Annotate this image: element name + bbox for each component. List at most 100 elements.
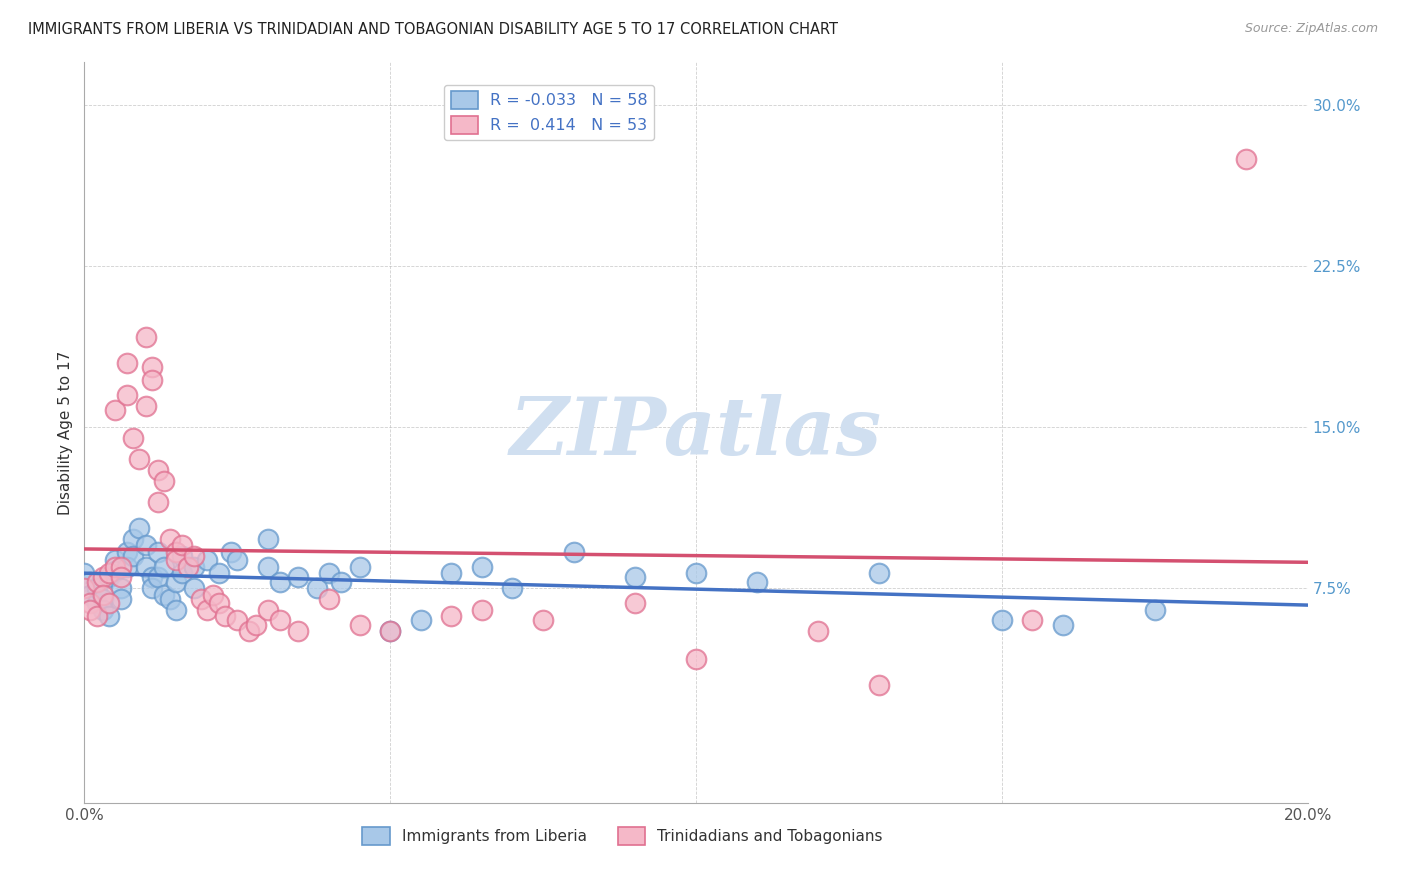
Point	[146, 545, 169, 559]
Point	[91, 570, 114, 584]
Point	[380, 624, 402, 639]
Point	[73, 566, 96, 581]
Point	[287, 624, 309, 639]
Point	[1052, 617, 1074, 632]
Point	[135, 538, 157, 552]
Point	[115, 356, 138, 370]
Point	[318, 591, 340, 606]
Point	[257, 532, 280, 546]
Point	[624, 570, 647, 584]
Point	[172, 549, 194, 563]
Point	[226, 614, 249, 628]
Point	[86, 574, 108, 589]
Point	[991, 614, 1014, 628]
Point	[104, 403, 127, 417]
Point	[165, 602, 187, 616]
Point	[214, 609, 236, 624]
Point	[747, 574, 769, 589]
Point	[97, 596, 120, 610]
Point	[1021, 614, 1043, 628]
Point	[349, 559, 371, 574]
Point	[183, 559, 205, 574]
Point	[79, 602, 101, 616]
Point	[135, 330, 157, 344]
Point	[172, 566, 194, 581]
Point	[86, 609, 108, 624]
Point	[91, 591, 114, 606]
Point	[257, 559, 280, 574]
Point	[97, 570, 120, 584]
Point	[159, 532, 181, 546]
Point	[380, 624, 402, 639]
Point	[330, 574, 353, 589]
Point	[869, 566, 891, 581]
Point	[685, 566, 707, 581]
Point	[165, 553, 187, 567]
Point	[257, 602, 280, 616]
Point	[471, 602, 494, 616]
Point	[409, 614, 432, 628]
Point	[624, 596, 647, 610]
Point	[141, 360, 163, 375]
Point	[305, 581, 328, 595]
Point	[177, 559, 200, 574]
Point	[110, 570, 132, 584]
Point	[110, 559, 132, 574]
Point	[208, 566, 231, 581]
Point	[1236, 152, 1258, 166]
Point	[153, 559, 176, 574]
Point	[110, 591, 132, 606]
Point	[97, 609, 120, 624]
Point	[318, 566, 340, 581]
Text: Source: ZipAtlas.com: Source: ZipAtlas.com	[1244, 22, 1378, 36]
Point	[91, 602, 114, 616]
Point	[226, 553, 249, 567]
Y-axis label: Disability Age 5 to 17: Disability Age 5 to 17	[58, 351, 73, 515]
Point	[287, 570, 309, 584]
Point	[135, 399, 157, 413]
Point	[79, 574, 101, 589]
Point	[219, 545, 242, 559]
Point	[195, 602, 218, 616]
Point	[110, 581, 132, 595]
Point	[183, 549, 205, 563]
Point	[269, 614, 291, 628]
Text: ZIPatlas: ZIPatlas	[510, 394, 882, 471]
Point	[183, 581, 205, 595]
Point	[440, 566, 463, 581]
Point	[146, 570, 169, 584]
Point	[471, 559, 494, 574]
Point	[165, 574, 187, 589]
Point	[141, 373, 163, 387]
Point	[104, 553, 127, 567]
Point	[208, 596, 231, 610]
Point	[104, 559, 127, 574]
Point	[349, 617, 371, 632]
Point	[159, 591, 181, 606]
Point	[122, 532, 145, 546]
Point	[79, 588, 101, 602]
Point	[201, 588, 224, 602]
Point	[165, 545, 187, 559]
Point	[153, 588, 176, 602]
Point	[104, 564, 127, 578]
Point	[190, 591, 212, 606]
Point	[128, 452, 150, 467]
Legend: Immigrants from Liberia, Trinidadians and Tobagonians: Immigrants from Liberia, Trinidadians an…	[356, 821, 889, 851]
Point	[115, 545, 138, 559]
Point	[807, 624, 830, 639]
Point	[238, 624, 260, 639]
Point	[245, 617, 267, 632]
Point	[141, 570, 163, 584]
Point	[153, 474, 176, 488]
Point	[122, 549, 145, 563]
Point	[73, 581, 96, 595]
Point	[141, 581, 163, 595]
Point	[502, 581, 524, 595]
Point	[440, 609, 463, 624]
Point	[97, 566, 120, 581]
Point	[685, 652, 707, 666]
Point	[172, 538, 194, 552]
Point	[86, 596, 108, 610]
Point	[122, 431, 145, 445]
